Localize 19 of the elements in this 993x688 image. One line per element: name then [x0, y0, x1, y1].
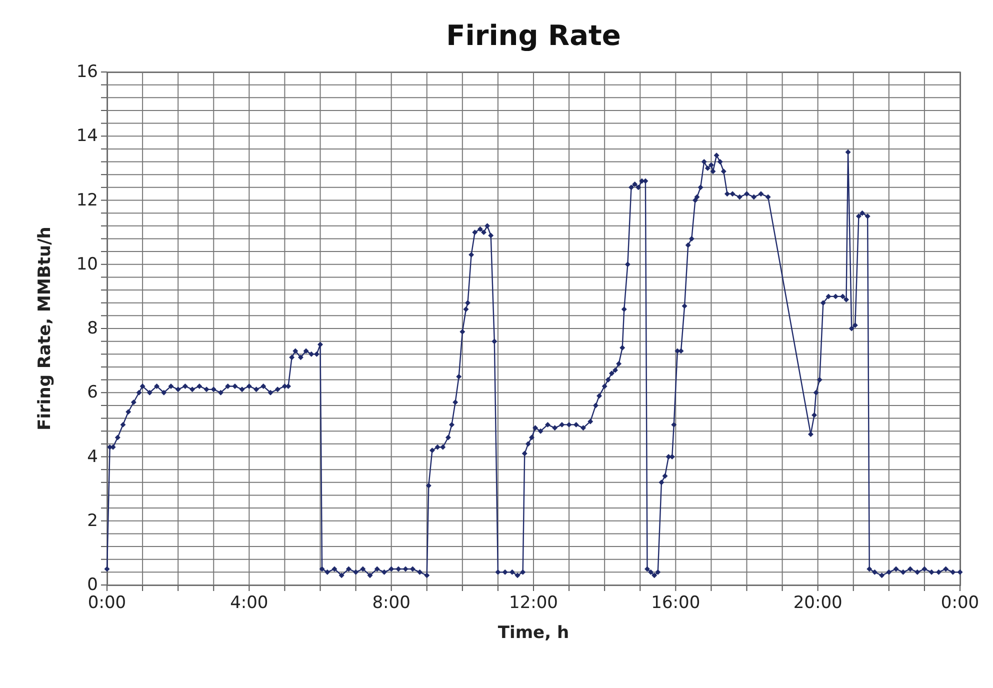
y-tick-label: 2: [87, 510, 98, 531]
y-tick-label: 14: [76, 126, 98, 146]
y-tick-label: 16: [76, 62, 98, 82]
y-tick-label: 0: [87, 575, 98, 595]
x-tick-label: 20:00: [793, 593, 842, 613]
chart-title: Firing Rate: [446, 19, 621, 52]
y-tick-label: 12: [76, 190, 98, 210]
x-tick-label: 8:00: [372, 593, 410, 613]
y-tick-label: 6: [87, 382, 98, 403]
y-tick-label: 8: [87, 318, 98, 338]
y-axis-title: Firing Rate, MMBtu/h: [35, 226, 55, 430]
x-tick-label: 16:00: [651, 593, 700, 613]
x-tick-label: 0:00: [88, 593, 126, 613]
y-tick-label: 10: [76, 254, 98, 274]
x-axis-title: Time, h: [498, 623, 570, 643]
y-tick-label: 4: [87, 446, 98, 467]
x-tick-label: 12:00: [509, 593, 558, 613]
x-tick-label: 4:00: [230, 593, 268, 613]
x-tick-label: 0:00: [940, 593, 980, 613]
